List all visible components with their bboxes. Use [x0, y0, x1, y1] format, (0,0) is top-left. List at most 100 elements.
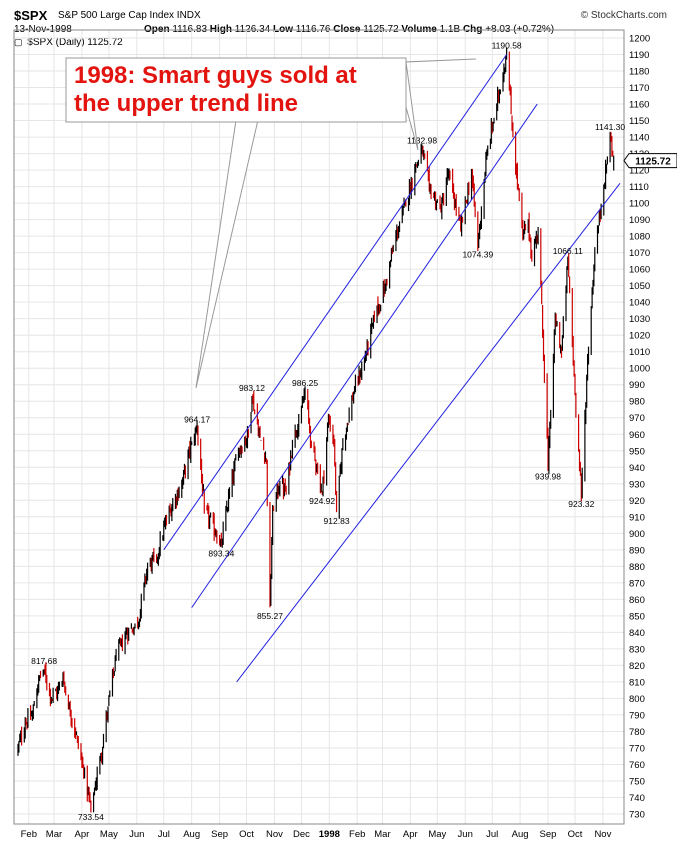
peak-label: 1066.11 [553, 246, 583, 256]
candles [17, 47, 615, 813]
callout [65, 57, 477, 389]
y-tick-label: 1190 [629, 50, 649, 61]
y-tick-label: 1070 [629, 248, 650, 259]
peak-label: 817.68 [31, 656, 57, 666]
y-tick-label: 780 [629, 727, 645, 738]
symbol-description: S&P 500 Large Cap Index INDX [58, 10, 201, 21]
y-tick-label: 1010 [629, 347, 650, 358]
x-tick-label: Nov [266, 829, 283, 840]
peak-label: 893.34 [208, 548, 234, 558]
x-tick-label: Feb [21, 829, 37, 840]
y-tick-label: 1030 [629, 314, 650, 325]
x-tick-label: Feb [349, 829, 365, 840]
y-tick-label: 1180 [629, 67, 649, 78]
x-tick-label: Jul [158, 829, 170, 840]
y-tick-label: 910 [629, 512, 645, 523]
y-tick-label: 880 [629, 562, 645, 573]
y-tick-label: 940 [629, 463, 645, 474]
y-tick-label: 820 [629, 661, 645, 672]
callout-pointer [195, 119, 259, 389]
peak-label: 939.98 [535, 471, 561, 481]
trend-lines [163, 54, 621, 683]
y-tick-label: 1040 [629, 298, 650, 309]
peak-label: 964.17 [184, 414, 210, 424]
x-tick-label: Nov [594, 829, 611, 840]
x-tick-label: May [100, 829, 118, 840]
peak-label: 855.27 [257, 611, 283, 621]
peak-label: 983.12 [239, 383, 265, 393]
y-tick-label: 1110 [629, 182, 649, 193]
y-tick-label: 990 [629, 380, 645, 391]
y-tick-label: 1160 [629, 100, 649, 111]
x-tick-label: Mar [46, 829, 62, 840]
trend-line-middle [191, 103, 538, 608]
last-price-marker [623, 153, 677, 169]
y-tick-label: 750 [629, 776, 645, 787]
y-tick-label: 1080 [629, 232, 650, 243]
legend-text: $SPX (Daily) 1125.72 [27, 37, 123, 48]
x-tick-label: Dec [293, 829, 310, 840]
peak-labels: 817.68 733.54 964.17 893.34 983.12 855.27 986.… [31, 41, 625, 823]
y-tick-label: 1140 [629, 133, 649, 144]
y-tick-label: 980 [629, 397, 645, 408]
y-tick-label: 810 [629, 677, 645, 688]
y-tick-label: 1200 [629, 34, 650, 45]
y-tick-label: 900 [629, 529, 645, 540]
x-tick-label: Sep [211, 829, 228, 840]
peak-label: 986.25 [292, 378, 318, 388]
trend-line-upper [163, 54, 508, 551]
y-tick-label: 1050 [629, 281, 650, 292]
callout-box [65, 57, 407, 123]
annotation-line-1: 1998: Smart guys sold at [74, 62, 357, 89]
x-axis: Feb Mar Apr May Jun Jul Aug Sep Oct Nov Dec 1998 Feb… [21, 829, 612, 840]
y-tick-label: 740 [629, 793, 645, 804]
annotation-line-2: the upper trend line [74, 90, 299, 117]
grid-lines [14, 30, 624, 824]
y-tick-label: 790 [629, 710, 645, 721]
y-tick-label: 830 [629, 644, 645, 655]
x-tick-label: Jun [458, 829, 473, 840]
y-axis: 730 740 750 760 770 780 790 800 810 820 830 840 850 8… [629, 34, 650, 821]
y-tick-label: 760 [629, 760, 645, 771]
peak-label: 733.54 [78, 812, 104, 822]
y-tick-label: 950 [629, 446, 645, 457]
annotation-text: 1998: Smart guys sold at the upper trend… [68, 58, 406, 122]
x-tick-label: Mar [374, 829, 390, 840]
y-tick-label: 1150 [629, 116, 649, 127]
y-tick-label: 960 [629, 430, 645, 441]
y-tick-label: 850 [629, 611, 645, 622]
x-tick-label: Jun [129, 829, 144, 840]
x-tick-label: Aug [512, 829, 529, 840]
peak-label: 924.92 [309, 496, 335, 506]
y-tick-label: 840 [629, 628, 645, 639]
x-tick-label: Oct [239, 829, 254, 840]
y-tick-label: 800 [629, 694, 645, 705]
peak-label: 1074.39 [462, 249, 493, 259]
y-tick-label: 1100 [629, 199, 649, 210]
y-tick-label: 1060 [629, 265, 650, 276]
y-tick-label: 1020 [629, 331, 650, 342]
x-tick-label: 1998 [319, 829, 340, 840]
x-tick-label: Sep [540, 829, 557, 840]
candle-icon: ▢ [14, 37, 23, 47]
peak-label: 923.32 [568, 499, 594, 509]
y-tick-label: 860 [629, 595, 645, 606]
peak-label: 912.83 [324, 516, 350, 526]
symbol: $SPX [14, 8, 48, 23]
plot-frame [13, 29, 625, 825]
y-tick-label: 970 [629, 413, 645, 424]
last-price-label: 1125.72 [635, 157, 671, 168]
peak-label: 1132.98 [407, 136, 437, 146]
brand-label: © StockCharts.com [580, 10, 667, 21]
y-tick-label: 870 [629, 578, 645, 589]
x-tick-label: Apr [74, 829, 89, 840]
y-tick-label: 1000 [629, 364, 650, 375]
y-tick-label: 1120 [629, 166, 649, 177]
peak-label: 1141.30 [595, 122, 625, 132]
x-tick-label: Aug [183, 829, 200, 840]
y-tick-label: 1090 [629, 215, 650, 226]
peak-label: 1190.58 [492, 41, 522, 51]
y-tick-label: 770 [629, 743, 645, 754]
trend-line-lower [236, 182, 621, 683]
